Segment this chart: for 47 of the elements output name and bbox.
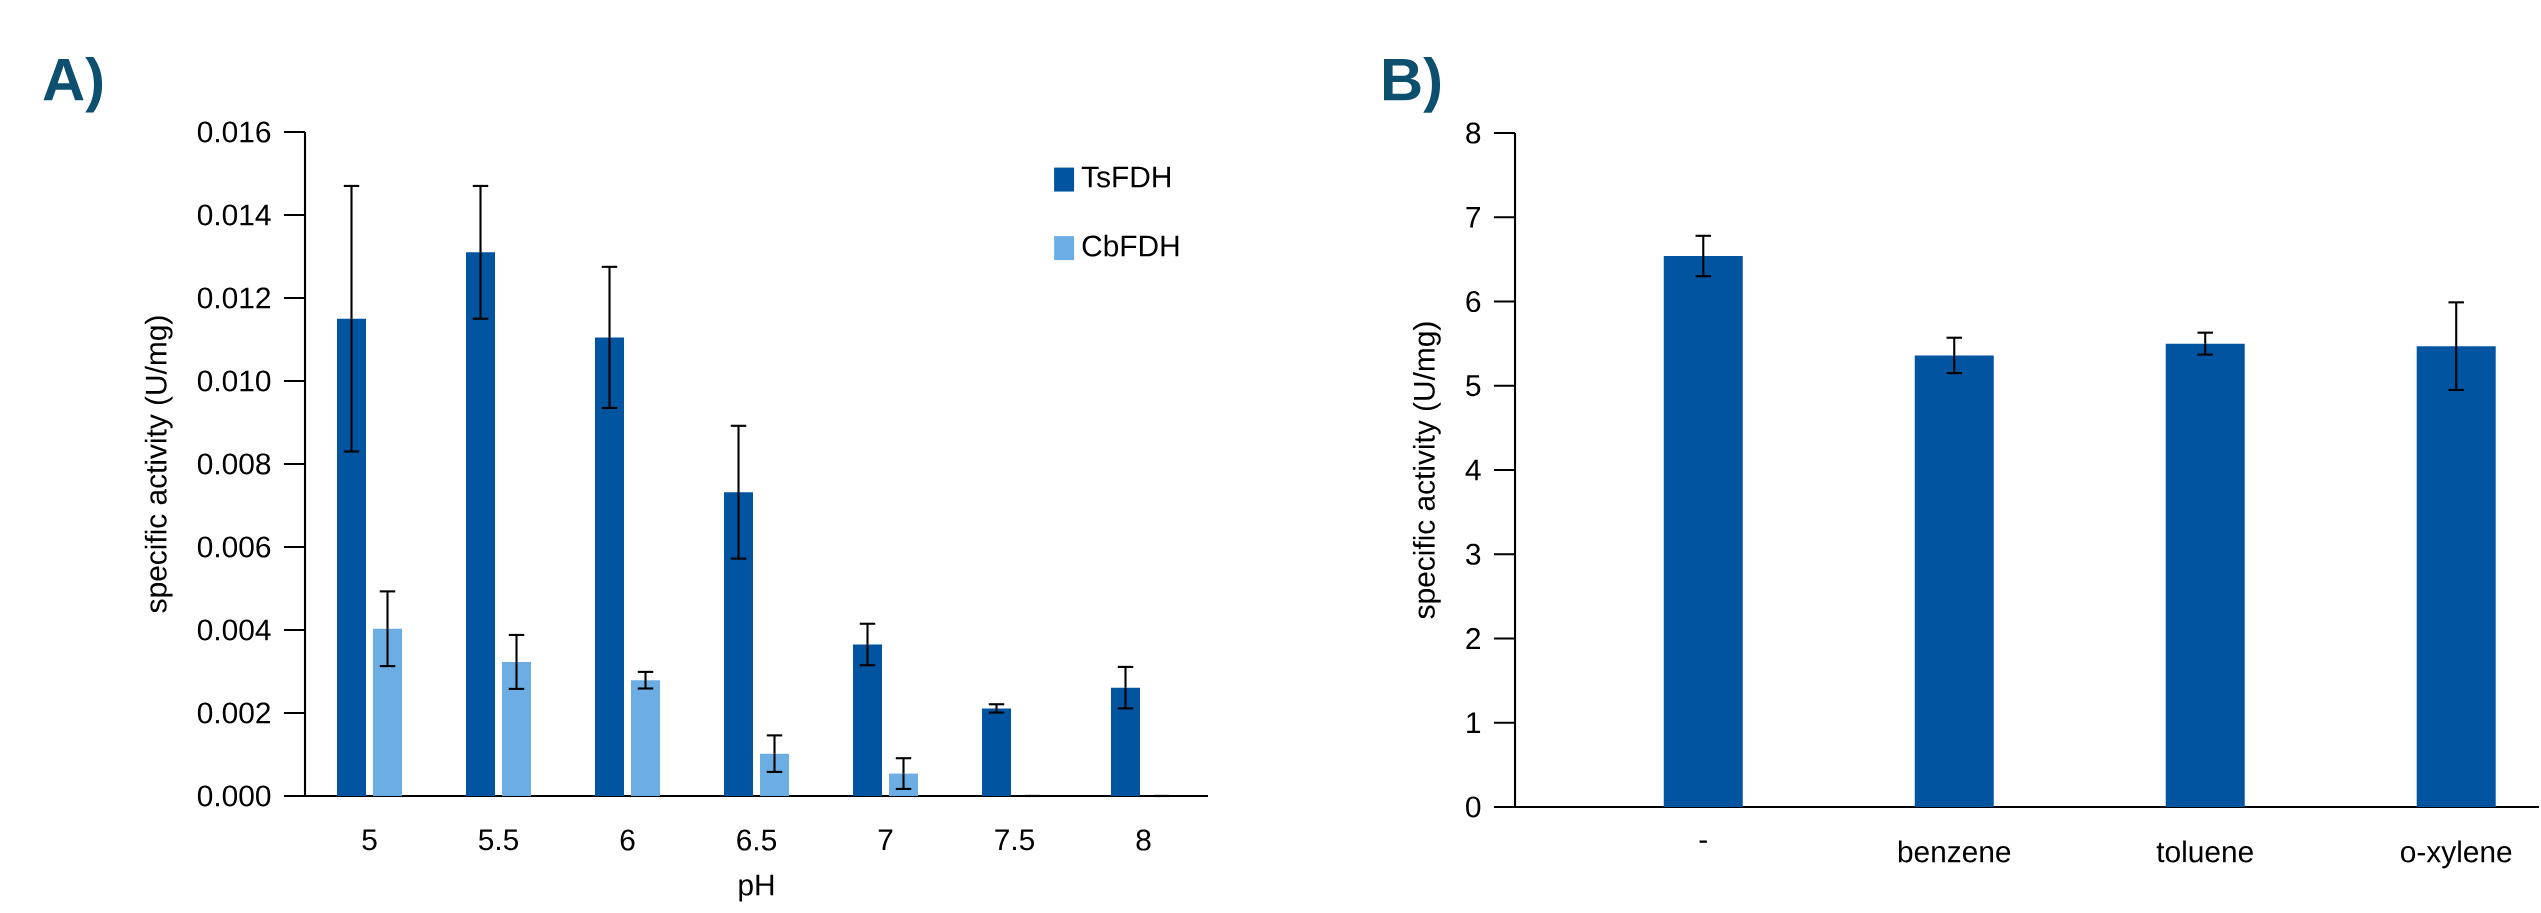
x-tick-label: 6 <box>620 829 635 851</box>
bar <box>982 708 1011 796</box>
y-tick-label: 6 <box>1466 290 1481 312</box>
legend-label: TsFDH <box>1081 166 1170 188</box>
y-tick-label: 0.000 <box>197 785 271 807</box>
bar <box>337 318 367 796</box>
bar <box>760 753 789 796</box>
y-tick-label: 1 <box>1467 712 1481 733</box>
x-tick-label: benzene <box>1898 840 2011 863</box>
y-tick-label: 0 <box>1466 796 1481 818</box>
bar <box>502 661 532 796</box>
x-tick-label: 8 <box>1136 829 1151 851</box>
bar <box>1111 687 1140 796</box>
y-tick-label: 3 <box>1466 543 1481 565</box>
x-tick-label: 6.5 <box>737 829 777 851</box>
y-tick-label: 0.016 <box>197 121 271 143</box>
bar <box>631 680 660 796</box>
chart-title: B) <box>1384 56 1441 113</box>
chart-title: A) <box>43 56 103 113</box>
x-tick-label: toluene <box>2156 840 2253 863</box>
y-tick-label: 0.012 <box>197 287 270 309</box>
y-tick-label: 7 <box>1466 206 1481 228</box>
x-tick-label: 7.5 <box>995 829 1035 851</box>
y-axis-title: specific activity (U/mg) <box>1412 322 1441 619</box>
y-tick-label: 0.010 <box>197 370 271 392</box>
y-tick-label: 8 <box>1466 122 1481 144</box>
bar <box>466 252 496 796</box>
y-tick-label: 4 <box>1465 459 1481 481</box>
y-tick-label: 5 <box>1466 375 1481 397</box>
x-tick-label: 5 <box>362 829 377 851</box>
y-tick-label: 2 <box>1466 627 1481 649</box>
y-tick-label: 0.014 <box>197 204 271 226</box>
bar <box>373 628 403 796</box>
x-tick-label: 5.5 <box>478 829 519 851</box>
x-axis-title: pH <box>739 874 774 902</box>
x-tick-label: - <box>1699 840 1707 843</box>
y-tick-label: 0.008 <box>197 453 271 475</box>
y-tick-label: 0.002 <box>197 702 270 724</box>
x-tick-label: o-xylene <box>2401 840 2512 869</box>
legend-label: CbFDH <box>1082 234 1179 257</box>
y-tick-label: 0.004 <box>197 619 271 641</box>
y-tick-label: 0.006 <box>197 536 271 558</box>
bar <box>595 337 625 796</box>
bar <box>724 492 754 796</box>
y-axis-title: specific activity (U/mg) <box>144 316 173 613</box>
x-tick-label: 7 <box>878 829 893 850</box>
bar <box>853 644 883 796</box>
